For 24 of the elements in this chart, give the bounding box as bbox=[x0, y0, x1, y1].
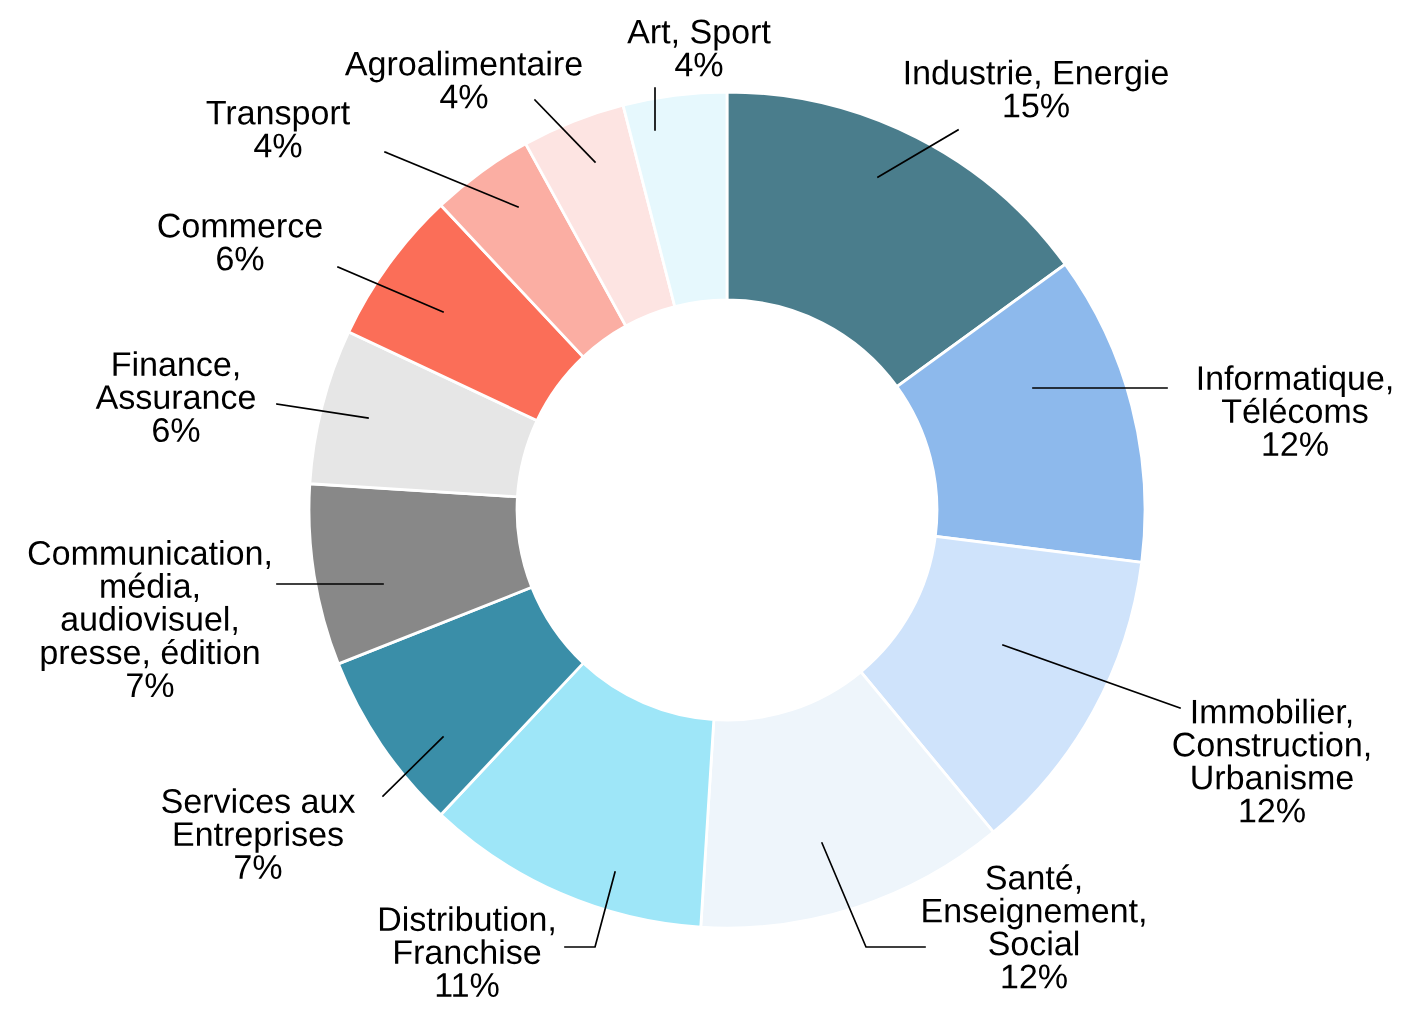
data-label: 12% bbox=[1263, 431, 1328, 456]
data-label: 15% bbox=[1004, 93, 1069, 118]
slice-label: Communication, média, audiovisuel, presse, édition bbox=[28, 540, 270, 672]
data-label: 12% bbox=[1002, 964, 1067, 989]
slice-label: Industrie, Energie bbox=[905, 59, 1168, 92]
slice-label: Services aux Entreprises bbox=[162, 788, 356, 853]
slice-label: Distribution, Franchise bbox=[379, 906, 554, 965]
data-label: 7% bbox=[235, 855, 282, 879]
slice-label: Immobilier, Construction, Urbanisme bbox=[1173, 698, 1370, 790]
slice-label: Art, Sport bbox=[627, 19, 771, 51]
data-label: 12% bbox=[1240, 798, 1305, 823]
slice-label: Commerce bbox=[158, 213, 322, 238]
data-label: 6% bbox=[217, 246, 264, 271]
slice-label: Agroalimentaire bbox=[344, 50, 582, 83]
slice-label: Finance, Assurance bbox=[95, 351, 255, 410]
slice-label: Informatique, Télécoms bbox=[1198, 365, 1392, 424]
data-label: 4% bbox=[254, 133, 302, 158]
data-label: 11% bbox=[436, 973, 499, 997]
data-label: 7% bbox=[127, 673, 174, 698]
data-label: 4% bbox=[675, 52, 723, 77]
data-label: 4% bbox=[440, 84, 488, 109]
data-label: 6% bbox=[153, 417, 200, 443]
slice-label: Santé, Enseignement, Social bbox=[923, 864, 1145, 956]
slice-label: Transport bbox=[206, 100, 350, 132]
